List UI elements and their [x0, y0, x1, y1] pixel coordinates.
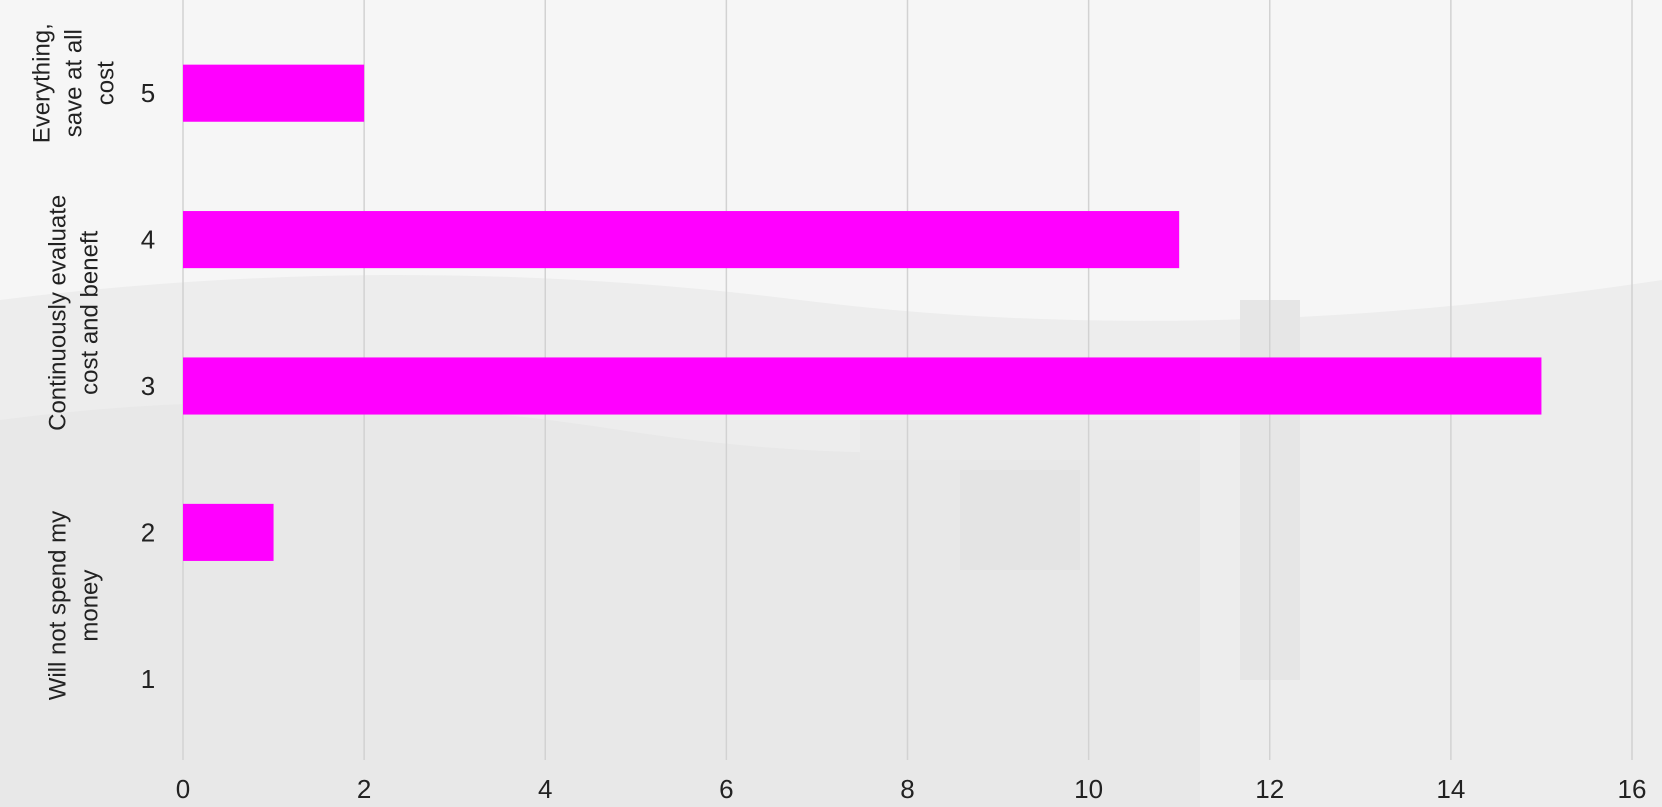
- bar-4: [183, 211, 1180, 269]
- x-tick-label-16: 16: [1618, 774, 1647, 804]
- x-tick-label-10: 10: [1074, 774, 1103, 804]
- group-label-line: money: [76, 570, 103, 642]
- x-tick-label-8: 8: [900, 774, 914, 804]
- bar-5: [183, 64, 365, 122]
- group-label-line: Continuously evaluate: [44, 195, 71, 431]
- bars: [183, 64, 1542, 561]
- category-label-3: 3: [141, 371, 155, 401]
- group-label-2: Everything, save at all cost: [28, 23, 119, 143]
- x-axis-ticks: 0 2 4 6 8 10 12 14 16: [176, 774, 1647, 804]
- category-label-4: 4: [141, 225, 155, 255]
- group-label-line: save at all: [60, 29, 87, 137]
- x-tick-label-12: 12: [1255, 774, 1284, 804]
- bar-3: [183, 357, 1542, 415]
- category-label-2: 2: [141, 517, 155, 547]
- category-label-5: 5: [141, 78, 155, 108]
- bar-2: [183, 503, 274, 561]
- x-tick-label-4: 4: [538, 774, 552, 804]
- x-tick-label-2: 2: [357, 774, 371, 804]
- group-label-line: cost: [92, 61, 119, 105]
- x-tick-label-6: 6: [719, 774, 733, 804]
- x-tick-label-0: 0: [176, 774, 190, 804]
- group-label-line: cost and beneft: [76, 230, 103, 394]
- group-label-1: Continuously evaluate cost and beneft: [44, 195, 103, 431]
- x-tick-label-14: 14: [1436, 774, 1465, 804]
- group-label-line: Will not spend my: [44, 511, 71, 700]
- y-axis-group-labels: Will not spend my money Continuously evalu…: [28, 23, 119, 700]
- group-label-line: Everything,: [28, 23, 55, 143]
- group-label-0: Will not spend my money: [44, 511, 103, 700]
- y-axis-categories: 1 2 3 4 5: [141, 78, 155, 694]
- category-label-1: 1: [141, 664, 155, 694]
